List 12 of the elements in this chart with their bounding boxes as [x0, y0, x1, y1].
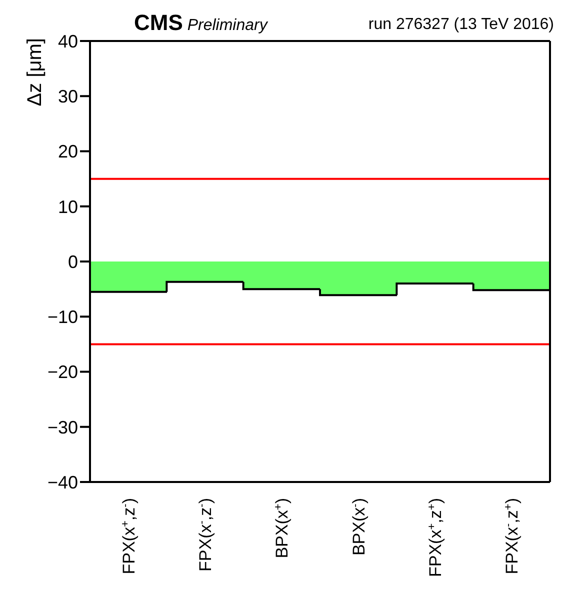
y-tick-label: −40 — [47, 472, 78, 492]
y-tick-label: 10 — [58, 196, 78, 217]
y-tick-label: −10 — [47, 307, 78, 328]
y-tick-label: 0 — [68, 252, 78, 272]
y-tick-label: 40 — [58, 31, 78, 52]
y-axis-title: Δz [μm] — [24, 38, 47, 106]
chart-title: CMS Preliminary — [134, 10, 268, 35]
y-tick-label: 30 — [58, 86, 78, 107]
y-tick-label: −30 — [47, 417, 78, 438]
y-tick-label: 20 — [58, 142, 78, 162]
chart-subtitle: run 276327 (13 TeV 2016) — [368, 16, 554, 34]
y-tick-label: −20 — [47, 362, 78, 382]
